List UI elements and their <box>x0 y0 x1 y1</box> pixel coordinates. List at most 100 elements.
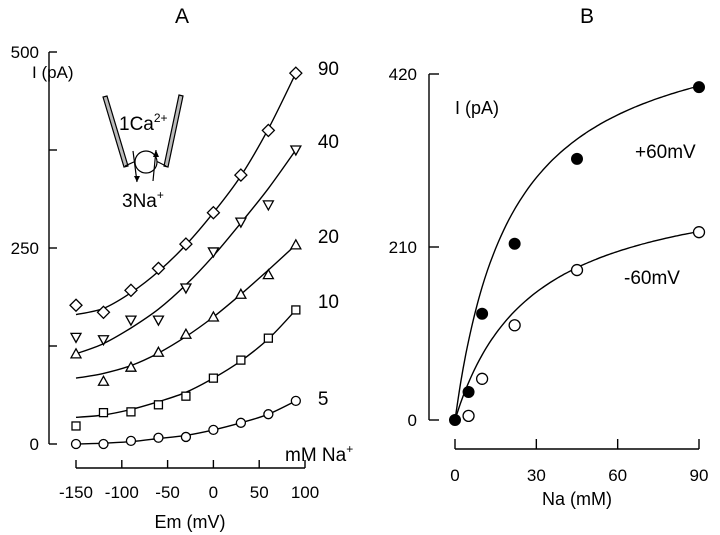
x-tick-label: -50 <box>155 483 180 502</box>
data-point-5mM <box>98 438 109 450</box>
data-point-10mM <box>208 373 219 383</box>
data-point-10mM <box>181 391 191 401</box>
data-point-20mM <box>262 268 275 280</box>
data-point-40mM <box>262 200 275 212</box>
data-point-20mM <box>69 347 83 359</box>
data-point-20mM <box>124 360 138 372</box>
panel-a-points <box>69 66 303 450</box>
data-point-20mM <box>97 374 110 386</box>
panel-a-curves <box>75 72 297 445</box>
data-point-40mM <box>152 315 165 327</box>
data-point-10mM <box>236 355 246 365</box>
data-point-90mM <box>124 283 138 298</box>
data-point-90mM <box>261 123 276 138</box>
inset-ca-label: 1Ca2+ <box>119 111 168 135</box>
data-point-minus60 <box>462 409 475 423</box>
data-point-10mM <box>98 407 109 418</box>
data-point-minus60 <box>570 263 584 277</box>
data-point-5mM <box>290 395 301 407</box>
x-tick-label: 90 <box>690 466 709 485</box>
data-point-10mM <box>71 421 81 431</box>
data-point-40mM <box>289 145 302 157</box>
data-point-minus60 <box>692 226 706 239</box>
data-point-plus60 <box>449 414 461 426</box>
panel-b-points <box>449 81 706 426</box>
data-point-40mM <box>234 217 247 229</box>
data-point-minus60 <box>508 319 521 332</box>
data-point-plus60 <box>508 237 521 250</box>
x-tick-label: 0 <box>450 466 459 485</box>
data-point-5mM <box>208 424 219 436</box>
data-point-plus60 <box>476 307 489 320</box>
y-tick-label: 0 <box>30 435 39 454</box>
x-tick-label: 30 <box>527 466 546 485</box>
data-point-plus60 <box>462 385 475 398</box>
data-point-90mM <box>206 205 221 220</box>
data-point-plus60 <box>693 81 705 94</box>
panel-a-x-label: Em (mV) <box>155 512 226 532</box>
data-point-90mM <box>233 168 248 183</box>
data-point-90mM <box>151 261 166 276</box>
data-point-10mM <box>291 305 301 315</box>
y-tick-label: 210 <box>389 238 417 257</box>
data-point-5mM <box>125 435 137 447</box>
series-label-5mM: 5 <box>318 389 329 410</box>
data-point-10mM <box>126 407 136 417</box>
x-tick-label: -150 <box>59 483 93 502</box>
panel-a-y-label: I (pA) <box>32 63 74 82</box>
data-point-40mM <box>97 335 110 347</box>
panel-b-title: B <box>580 5 594 28</box>
series-label-20mM: 20 <box>318 227 339 248</box>
data-point-20mM <box>289 238 302 250</box>
data-point-90mM <box>179 237 193 251</box>
data-point-20mM <box>207 310 220 322</box>
data-point-5mM <box>180 431 192 443</box>
fit-curve-plus60 <box>454 85 700 421</box>
data-point-20mM <box>234 287 247 299</box>
data-point-90mM <box>288 66 303 81</box>
panel-b-x-label: Na (mM) <box>542 489 612 509</box>
panel-a-series-labels: 5 10 20 40 90 <box>318 59 339 410</box>
x-tick-label: 60 <box>608 466 627 485</box>
y-tick-label: 500 <box>11 43 39 62</box>
data-point-plus60 <box>571 152 583 165</box>
data-point-5mM <box>70 438 82 450</box>
data-point-10mM <box>263 333 274 343</box>
panel-b-y-label: I (pA) <box>455 98 499 118</box>
data-point-5mM <box>263 409 274 420</box>
data-point-5mM <box>153 432 164 443</box>
data-point-40mM <box>69 332 83 344</box>
data-point-40mM <box>207 247 220 259</box>
data-point-20mM <box>179 327 193 339</box>
data-point-10mM <box>153 400 164 410</box>
series-label-40mM: 40 <box>318 132 339 153</box>
panel-a-title: A <box>175 5 189 28</box>
panel-b: B 0 210 420 0 30 60 90 I (pA) Na (mM) +60mV -6… <box>389 5 709 509</box>
panel-a: A 0 250 500 -150 -100 -50 0 50 100 I (pA) Em (mV… <box>11 5 354 532</box>
y-tick-label: 0 <box>408 411 417 430</box>
series-label-10mM: 10 <box>318 292 339 313</box>
data-point-90mM <box>96 305 111 320</box>
inset-na-label: 3Na+ <box>122 188 164 212</box>
series-label-plus60: +60mV <box>635 142 696 163</box>
series-unit-label: mM Na+ <box>285 442 353 466</box>
data-point-minus60 <box>475 372 489 385</box>
data-point-40mM <box>124 315 138 327</box>
panel-b-axes: 0 210 420 0 30 60 90 <box>389 65 709 485</box>
x-tick-label: 50 <box>250 483 269 502</box>
data-point-20mM <box>152 345 165 357</box>
y-tick-label: 250 <box>11 239 39 258</box>
x-tick-label: 100 <box>291 483 319 502</box>
panel-b-curves <box>454 85 700 421</box>
data-point-90mM <box>69 298 83 313</box>
data-point-5mM <box>235 417 247 428</box>
panel-a-axes: 0 250 500 -150 -100 -50 0 50 100 <box>11 43 320 502</box>
x-tick-label: -100 <box>105 483 139 502</box>
x-tick-label: 0 <box>209 483 218 502</box>
series-label-90mM: 90 <box>318 59 339 80</box>
y-tick-label: 420 <box>389 65 417 84</box>
data-point-40mM <box>179 283 193 295</box>
fit-curve-10mM <box>75 309 297 418</box>
fit-curve-40mM <box>75 149 297 355</box>
